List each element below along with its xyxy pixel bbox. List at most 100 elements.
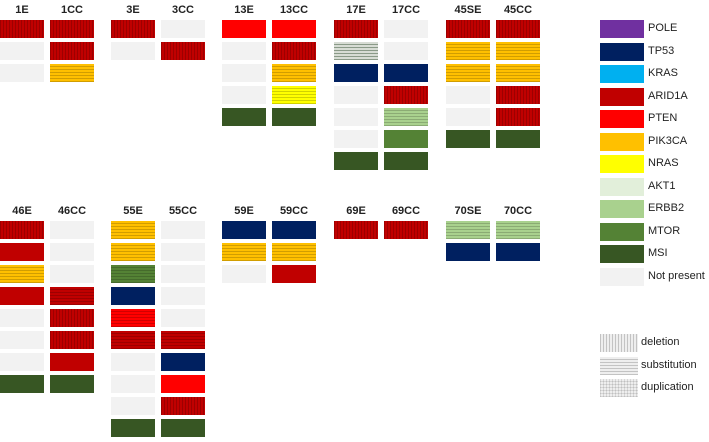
sample-label: 13CC	[279, 4, 309, 16]
mutation-cell	[111, 221, 155, 239]
mutation-cell	[0, 243, 44, 261]
mutation-cell	[384, 64, 428, 82]
mutation-cell	[111, 309, 155, 327]
mutation-cell	[50, 42, 94, 60]
mutation-cell	[161, 375, 205, 393]
mutation-cell	[111, 265, 155, 283]
sample-label: 45CC	[503, 4, 533, 16]
sample-label: 1E	[15, 4, 29, 16]
mutation-cell	[334, 20, 378, 38]
mutation-cell	[272, 42, 316, 60]
mutation-cell	[446, 86, 490, 104]
sample-label: 69CC	[391, 205, 421, 217]
sample-label: 17E	[346, 4, 366, 16]
mutation-cell	[446, 243, 490, 261]
mutation-cell	[384, 86, 428, 104]
sample-label: 1CC	[60, 4, 83, 16]
mutation-cell	[161, 221, 205, 239]
mutation-cell	[384, 42, 428, 60]
mutation-cell	[161, 419, 205, 437]
sample-label: 55E	[123, 205, 143, 217]
mutation-cell	[496, 42, 540, 60]
legend-pattern-swatch	[600, 356, 638, 375]
sample-label: 46CC	[57, 205, 87, 217]
legend-pattern-label: substitution	[641, 358, 697, 371]
mutation-cell	[161, 20, 205, 38]
mutation-cell	[0, 42, 44, 60]
legend-label: MSI	[648, 247, 668, 259]
mutation-cell	[272, 265, 316, 283]
mutation-cell	[222, 221, 266, 239]
legend-swatch	[600, 20, 644, 38]
mutation-cell	[446, 42, 490, 60]
mutation-cell	[222, 20, 266, 38]
mutation-cell	[334, 130, 378, 148]
sample-label: 45SE	[454, 4, 482, 16]
legend-pattern-swatch	[600, 334, 638, 352]
sample-label: 69E	[346, 205, 366, 217]
mutation-cell	[161, 353, 205, 371]
mutation-cell	[222, 265, 266, 283]
sample-label: 70SE	[454, 205, 482, 217]
mutation-cell	[161, 42, 205, 60]
legend-swatch	[600, 132, 644, 151]
mutation-cell	[111, 397, 155, 415]
legend-label: TP53	[648, 44, 675, 57]
mutation-cell	[272, 221, 316, 239]
sample-label: 59E	[234, 205, 254, 217]
legend-swatch	[600, 222, 644, 241]
legend-label: PTEN	[648, 112, 678, 124]
mutation-cell	[496, 130, 540, 148]
mutation-cell	[384, 130, 428, 148]
legend-swatch	[600, 155, 644, 173]
mutation-cell	[222, 243, 266, 261]
mutation-cell	[334, 64, 378, 82]
mutation-cell	[222, 64, 266, 82]
mutation-cell	[222, 86, 266, 104]
mutation-cell	[446, 108, 490, 126]
mutation-cell	[272, 108, 316, 126]
legend-swatch	[600, 177, 644, 196]
mutation-cell	[111, 20, 155, 38]
mutation-cell	[334, 42, 378, 60]
mutation-cell	[161, 309, 205, 327]
mutation-cell	[0, 287, 44, 305]
mutation-cell	[111, 353, 155, 371]
mutation-cell	[161, 397, 205, 415]
legend-label: POLE	[648, 22, 678, 34]
sample-label: 3E	[126, 4, 140, 16]
legend-swatch	[600, 245, 644, 263]
mutation-cell	[384, 20, 428, 38]
mutation-cell	[111, 42, 155, 60]
mutation-cell	[446, 64, 490, 82]
sample-label: 13E	[234, 4, 254, 16]
sample-label: 17CC	[391, 4, 421, 16]
mutation-cell	[446, 221, 490, 239]
mutation-cell	[50, 64, 94, 82]
legend-label: NRAS	[648, 157, 679, 169]
mutation-cell	[0, 64, 44, 82]
legend-label: ERBB2	[648, 202, 685, 214]
mutation-cell	[161, 265, 205, 283]
legend-swatch	[600, 110, 644, 128]
legend-swatch	[600, 267, 644, 286]
legend-pattern-label: duplication	[641, 381, 694, 393]
mutation-cell	[384, 152, 428, 170]
mutation-cell	[50, 287, 94, 305]
mutation-cell	[50, 243, 94, 261]
legend-pattern-label: deletion	[641, 336, 680, 348]
legend-label: KRAS	[648, 67, 678, 79]
mutation-cell	[446, 130, 490, 148]
sample-label: 59CC	[279, 205, 309, 217]
mutation-cell	[50, 353, 94, 371]
mutation-cell	[111, 243, 155, 261]
mutation-cell	[272, 86, 316, 104]
mutation-cell	[0, 375, 44, 393]
mutation-cell	[111, 287, 155, 305]
mutation-cell	[384, 108, 428, 126]
mutation-cell	[161, 331, 205, 349]
mutation-cell	[111, 419, 155, 437]
mutation-cell	[334, 108, 378, 126]
sample-label: 70CC	[503, 205, 533, 217]
